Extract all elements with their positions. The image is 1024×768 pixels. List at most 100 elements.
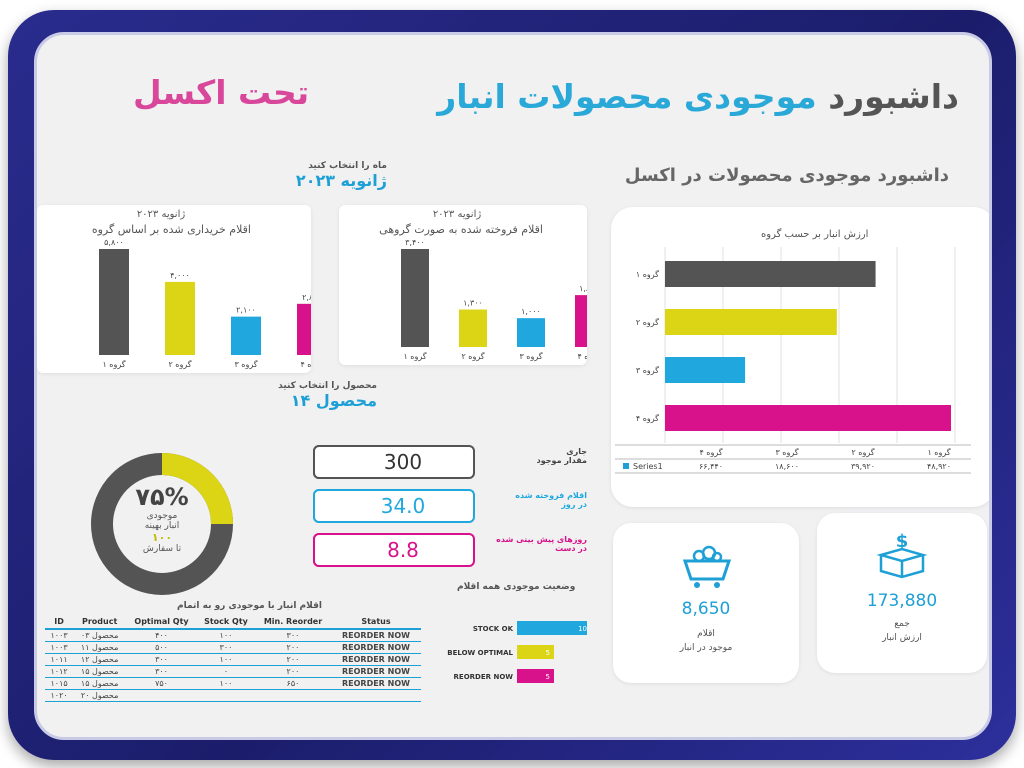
- table-row: ۱۰۱۱ محصول ۱۲ ۳۰۰ ۱۰۰ ۲۰۰ REORDER NOW: [45, 653, 421, 666]
- category-label-3: گروه ۳: [519, 351, 542, 361]
- status-title: وضعیت موجودی همه اقلام: [457, 582, 576, 592]
- bar-value-label-3: ۱,۰۰۰: [521, 307, 541, 316]
- chart1-subtitle: اقلام خریداری شده بر اساس گروه: [91, 223, 251, 236]
- product-label: محصول را انتخاب کنید: [278, 381, 377, 391]
- table-cell: ۱۰۰: [196, 629, 256, 642]
- bar-value-label-1: ۳,۴۰۰: [405, 238, 425, 247]
- table-cell: محصول ۱۱: [73, 641, 127, 654]
- legend-swatch: [623, 463, 629, 469]
- bar-value-label-2: ۱,۳۰۰: [463, 299, 483, 308]
- title-part1: داشبورد: [828, 77, 959, 116]
- table-cell: [255, 689, 331, 702]
- chart1-title: ژانویه ۲۰۲۳: [136, 209, 186, 220]
- hbar-category-2: گروه ۲: [636, 317, 659, 327]
- table-cell: ۵۰۰: [126, 641, 197, 654]
- money-box-icon: $: [876, 531, 928, 579]
- product-selector[interactable]: محصول را انتخاب کنید محصول ۱۴: [257, 381, 377, 410]
- donut-label1: موجودی: [146, 511, 178, 521]
- status-category-3: REORDER NOW: [454, 673, 514, 681]
- status-value-2: 5: [546, 649, 550, 657]
- table-value-4: ۴۸,۹۲۰: [927, 462, 951, 471]
- chart3-svg: گروه ۱ گروه ۲ گروه ۳ گروه ۴ گروه ۴ گروه ۳ گروه…: [615, 247, 971, 474]
- table-cell: ۱۰۰۳: [45, 641, 74, 654]
- table-value-1: ۶۶,۴۴۰: [699, 462, 723, 471]
- hbar-1: [665, 261, 876, 287]
- status-bar-3: [517, 669, 554, 683]
- kpi-value: $ 173,880 جمع ارزش انبار: [817, 513, 987, 673]
- table-row: ۱۰۲۰ محصول ۲۰: [45, 689, 421, 702]
- low-stock-table: ID Product Optimal Qty Stock Qty Min. Reorde…: [45, 615, 421, 702]
- table-cell: ۲۰۰: [255, 665, 331, 678]
- category-label-1: گروه ۱: [102, 359, 125, 369]
- category-label-2: گروه ۲: [168, 359, 191, 369]
- right-heading: داشبورد موجودی محصولات در اکسل: [624, 165, 949, 186]
- hbar-category-3: گروه ۳: [636, 365, 659, 375]
- hbar-category-4: گروه ۴: [636, 413, 659, 423]
- donut-label2: انبار بهینه: [144, 521, 180, 531]
- month-value[interactable]: ژانویه ۲۰۲۳: [295, 171, 387, 190]
- donut-count: ۱۰۰: [151, 531, 173, 544]
- table-cell: محصول ۰۳: [73, 629, 127, 642]
- table-cell: ۰: [196, 665, 256, 678]
- product-value[interactable]: محصول ۱۴: [290, 391, 377, 410]
- status-category-2: BELOW OPTIMAL: [447, 649, 513, 657]
- chart2-svg: ۳,۴۰۰ گروه ۱ ۱,۳۰۰ گروه ۲ ۱,۰۰۰ گروه ۳ ۱,۸۰۰ گر…: [401, 238, 587, 361]
- table-header-2: گروه ۳: [775, 447, 798, 457]
- donut-center: ۷۵% موجودی انبار بهینه ۱۰۰ تا سفارش: [97, 483, 227, 554]
- chart-stock-value: ارزش انبار بر حسب گروه گروه ۱ گروه ۲ گروه …: [611, 207, 989, 507]
- table-title: اقلام انبار با موجودی رو به اتمام: [177, 601, 322, 611]
- kpi-value-label2: ارزش انبار: [882, 633, 922, 643]
- category-label-4: گروه ۴: [300, 359, 311, 369]
- mine-cart-icon: [682, 545, 732, 588]
- table-value-3: ۳۹,۹۲۰: [851, 462, 875, 471]
- category-label-4: گروه ۴: [577, 351, 587, 361]
- donut-chart: [91, 453, 233, 595]
- chart2-subtitle: اقلام فروخته شده به صورت گروهی: [379, 223, 543, 236]
- table-cell: ۱۰۱۵: [45, 677, 74, 690]
- chart-purchased: ژانویه ۲۰۲۳ اقلام خریداری شده بر اساس گر…: [37, 205, 311, 373]
- bar-4: [575, 295, 587, 347]
- status-value-3: 5: [546, 673, 550, 681]
- table-cell: ۱۰۱۲: [45, 665, 74, 678]
- table-cell: [330, 689, 421, 702]
- table-col-header-6: Status: [330, 615, 421, 630]
- main-title: داشبورد موجودی محصولات انبار: [399, 77, 959, 116]
- device-frame: داشبورد موجودی محصولات انبار تحت اکسل دا…: [8, 10, 1016, 760]
- hbar-2: [665, 309, 837, 335]
- bar-4: [297, 303, 311, 355]
- table-cell: ۱۰۱۱: [45, 653, 74, 666]
- bar-value-label-3: ۲,۱۰۰: [236, 306, 256, 315]
- table-col-header-2: Product: [73, 615, 127, 630]
- kpi-value-label1: جمع: [894, 619, 910, 629]
- table-col-header-4: Stock Qty: [196, 615, 256, 630]
- table-row: ۱۰۱۲ محصول ۱۵ ۳۰۰ ۰ ۲۰۰ REORDER NOW: [45, 665, 421, 678]
- hbar-4: [665, 405, 951, 431]
- table-row: ۱۰۰۳ محصول ۱۱ ۵۰۰ ۳۰۰ ۲۰۰ REORDER NOW: [45, 641, 421, 654]
- month-label: ماه را انتخاب کنید: [308, 161, 387, 171]
- table-cell: [196, 689, 256, 702]
- table-cell: ۲۰۰: [255, 641, 331, 654]
- bar-value-label-1: ۵,۸۰۰: [104, 238, 124, 247]
- table-col-header-1: ID: [45, 615, 74, 630]
- svg-text:$: $: [896, 531, 909, 552]
- table-cell: محصول ۲۰: [73, 689, 127, 702]
- status-value-1: 10: [578, 625, 587, 633]
- table-cell: ۱۰۰: [196, 677, 256, 690]
- chart3-title: ارزش انبار بر حسب گروه: [761, 229, 869, 240]
- chart1-svg: ۵,۸۰۰ گروه ۱ ۴,۰۰۰ گروه ۲ ۲,۱۰۰ گروه ۳ ۲,۸۰۰ گر…: [99, 238, 311, 369]
- table-cell: ۳۰۰: [255, 629, 331, 642]
- donut-arc: [91, 453, 233, 595]
- metric-label-1: جاری مقدار موجود: [536, 447, 587, 465]
- bar-1: [401, 249, 429, 347]
- legend-label: Series1: [633, 462, 663, 471]
- month-selector[interactable]: ماه را انتخاب کنید ژانویه ۲۰۲۳: [267, 161, 387, 190]
- table-cell: REORDER NOW: [330, 653, 421, 666]
- table-value-2: ۱۸,۶۰۰: [775, 462, 799, 471]
- kpi-items-value: 8,650: [681, 599, 731, 619]
- table-row: ۱۰۰۳ محصول ۰۳ ۴۰۰ ۱۰۰ ۳۰۰ REORDER NOW: [45, 629, 421, 642]
- category-label-3: گروه ۳: [234, 359, 257, 369]
- bar-1: [99, 249, 129, 355]
- status-chart: STOCK OK 10 BELOW OPTIMAL 5 REORDER NOW 5: [447, 621, 587, 683]
- bar-value-label-4: ۱,۸۰۰: [579, 284, 587, 293]
- bar-value-label-4: ۲,۸۰۰: [302, 293, 311, 302]
